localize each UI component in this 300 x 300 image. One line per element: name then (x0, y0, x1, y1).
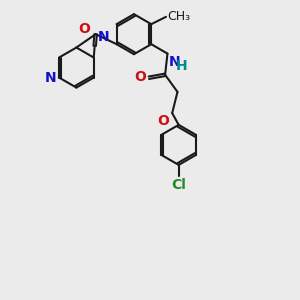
Text: N: N (98, 29, 109, 44)
Text: Cl: Cl (171, 178, 186, 192)
Text: O: O (135, 70, 147, 84)
Text: O: O (157, 114, 169, 128)
Text: CH₃: CH₃ (167, 10, 190, 23)
Text: O: O (79, 22, 91, 36)
Text: H: H (176, 59, 187, 73)
Text: N: N (44, 70, 56, 85)
Text: N: N (169, 55, 180, 69)
